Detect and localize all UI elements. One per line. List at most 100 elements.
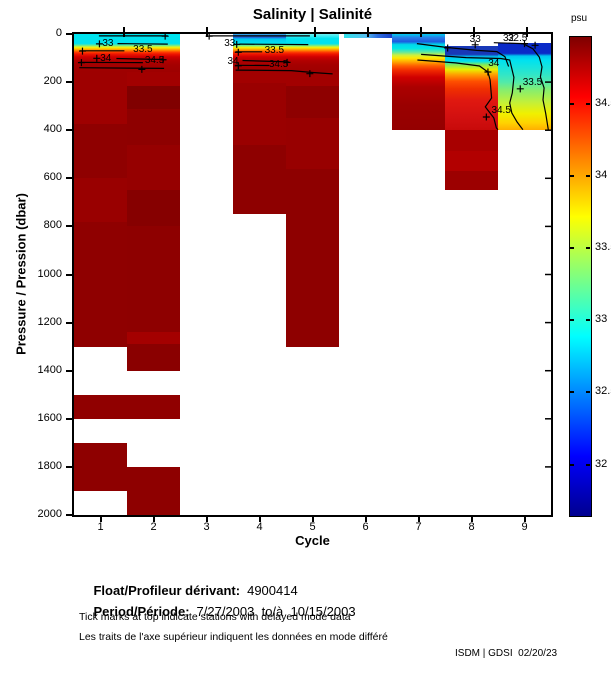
y-axis-tick xyxy=(66,465,72,468)
contour-line-34 xyxy=(116,57,164,61)
heatmap-segment xyxy=(127,144,180,191)
heatmap-segment xyxy=(286,118,339,169)
colorbar xyxy=(569,36,592,517)
heatmap-segment xyxy=(233,72,286,84)
contour-tick-mark xyxy=(444,44,452,52)
heatmap-segment xyxy=(127,332,180,345)
delayed-mode-top-tick xyxy=(314,27,317,37)
heatmap-segment xyxy=(127,344,180,371)
heatmap-segment xyxy=(286,85,339,119)
colorbar-tick-left xyxy=(570,391,574,394)
x-axis-tick xyxy=(470,517,473,522)
heatmap-segment xyxy=(127,466,180,515)
contour-label-34: 34 xyxy=(100,52,112,64)
contour-line-34.5 xyxy=(235,69,333,75)
heatmap-segment xyxy=(233,144,286,215)
x-tick-label: 8 xyxy=(468,521,475,533)
contour-line-33 xyxy=(239,43,309,46)
x-axis-tick xyxy=(364,517,367,522)
colorbar-tick-label: 33 xyxy=(595,313,608,326)
heatmap-segment xyxy=(286,168,339,347)
contour-tick-mark xyxy=(77,59,85,67)
y-axis-tick xyxy=(66,514,72,516)
colorbar-unit-label: psu xyxy=(570,13,588,24)
contour-tick-mark xyxy=(159,56,167,64)
y-axis-label: Pressure / Pression (dbar) xyxy=(13,193,29,355)
heatmap-segment xyxy=(127,34,180,73)
contour-tick-mark xyxy=(516,85,524,93)
contour-label-33: 33 xyxy=(224,37,236,49)
contour-tick-mark xyxy=(482,113,490,121)
y-axis-tick xyxy=(66,273,72,276)
colorbar-tick-label: 34.5 xyxy=(595,96,611,109)
heatmap-segment xyxy=(445,45,498,131)
x-axis-tick xyxy=(258,517,261,522)
contour-tick-mark xyxy=(161,34,169,40)
x-axis-tick xyxy=(523,517,526,522)
delayed-mode-top-tick xyxy=(367,27,370,37)
heatmap-segment xyxy=(74,221,127,347)
contour-label-33.5: 33.5 xyxy=(522,76,543,88)
y-axis-tick xyxy=(66,417,72,420)
heatmap-segment xyxy=(445,130,498,151)
y-tick-label: 800 xyxy=(43,219,62,232)
contour-tick-mark xyxy=(233,40,241,48)
contour-label-34.5: 34.5 xyxy=(491,105,511,117)
plot-area: 33 33.5 34 34.5 33 33.5 34 34.5 33 32 32.5 34 33.5 34… xyxy=(72,32,553,517)
contour-tick-mark xyxy=(234,48,242,56)
footer-note-en: Tick marks at top indicate stations with… xyxy=(79,611,351,623)
float-label: Float/Profileur dérivant: xyxy=(93,583,241,598)
float-value: 4900414 xyxy=(247,583,298,598)
y-axis-tick xyxy=(66,225,72,228)
heatmap-segment xyxy=(127,72,180,86)
chart-title: Salinity | Salinité xyxy=(252,6,373,23)
y-tick-label: 0 xyxy=(55,27,62,39)
x-tick-label: 9 xyxy=(521,521,528,533)
contour-label-33.5: 33.5 xyxy=(264,45,285,57)
heatmap-segment xyxy=(127,190,180,227)
y-tick-label: 1000 xyxy=(37,267,62,280)
contour-tick-mark xyxy=(306,70,314,78)
contour-line-33 xyxy=(416,43,510,67)
x-axis-tick xyxy=(152,517,155,522)
period-value: 7/27/2003 to/à 10/15/2003 xyxy=(196,604,356,619)
x-tick-label: 6 xyxy=(362,521,369,533)
contour-tick-mark xyxy=(78,47,86,55)
y-tick-label: 200 xyxy=(43,75,62,88)
colorbar-tick-right xyxy=(586,247,590,250)
delayed-mode-top-tick xyxy=(473,27,476,37)
y-tick-label: 2000 xyxy=(37,508,62,520)
x-tick-label: 3 xyxy=(203,521,210,533)
contour-lines-layer xyxy=(77,34,551,468)
heatmap-segment xyxy=(74,178,127,222)
contour-label-33: 33 xyxy=(469,34,481,45)
contour-tick-mark xyxy=(138,65,146,73)
delayed-mode-top-tick xyxy=(420,27,423,37)
heatmap-segment xyxy=(74,394,180,419)
heatmap-segment xyxy=(286,72,339,86)
heatmap-segment xyxy=(392,34,445,131)
colorbar-tick-left xyxy=(570,247,574,250)
colorbar-tick-left xyxy=(570,102,574,105)
contour-tick-mark xyxy=(93,54,101,62)
y-axis-tick xyxy=(66,129,72,132)
contour-line-32.5 xyxy=(493,42,549,130)
contour-label-34.5: 34.5 xyxy=(144,55,165,67)
plot-inner: 33 33.5 34 34.5 33 33.5 34 34.5 33 32 32.5 34 33.5 34… xyxy=(74,34,551,515)
y-tick-label: 1800 xyxy=(37,459,62,472)
contour-line-34 xyxy=(417,59,499,131)
heatmap-segment xyxy=(127,226,180,333)
heatmap-segment xyxy=(127,85,180,109)
contour-label-34: 34 xyxy=(488,58,500,70)
colorbar-tick-label: 34 xyxy=(595,168,608,181)
x-tick-label: 7 xyxy=(415,521,422,533)
credit-stamp: ISDM | GDSI 02/20/23 xyxy=(455,648,558,659)
delayed-mode-top-tick xyxy=(205,27,208,37)
x-tick-label: 2 xyxy=(150,521,157,533)
y-tick-label: 1400 xyxy=(37,363,62,376)
colorbar-tick-left xyxy=(570,174,574,177)
footer-period-line: Period/Période: 7/27/2003 to/à 10/15/2003 xyxy=(79,589,356,634)
contour-tick-mark xyxy=(283,58,291,66)
contour-line-34.5 xyxy=(79,67,165,69)
